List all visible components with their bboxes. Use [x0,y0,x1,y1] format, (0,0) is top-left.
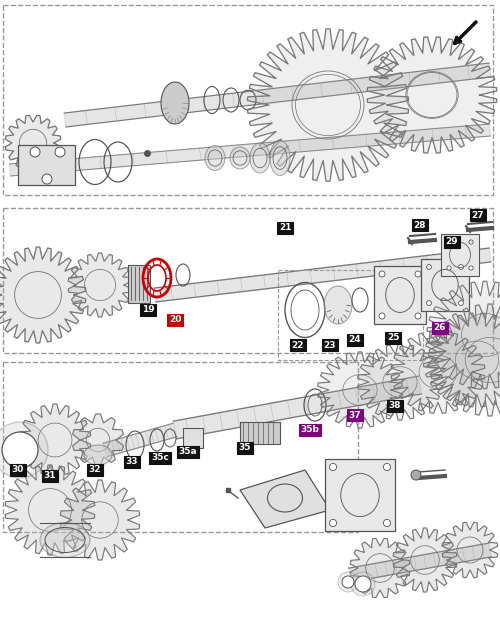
Circle shape [351,572,375,596]
Ellipse shape [205,146,225,170]
Text: 22: 22 [292,341,304,349]
Polygon shape [68,253,132,317]
Circle shape [0,422,48,478]
Polygon shape [18,145,75,185]
Circle shape [30,147,40,157]
Text: 38: 38 [389,402,401,410]
Text: 35a: 35a [178,447,198,457]
Text: 35: 35 [239,444,252,452]
FancyBboxPatch shape [374,266,426,324]
FancyBboxPatch shape [128,265,150,303]
Polygon shape [103,423,177,457]
Text: 32: 32 [89,465,101,474]
Polygon shape [248,29,408,181]
Text: 33: 33 [126,457,138,466]
Text: 35c: 35c [151,453,169,463]
Circle shape [415,271,421,277]
Circle shape [2,432,38,468]
Polygon shape [350,538,410,598]
Circle shape [458,300,464,305]
FancyBboxPatch shape [183,428,203,448]
Polygon shape [5,465,95,555]
Text: 30: 30 [12,465,24,474]
Circle shape [379,313,385,319]
Text: 19: 19 [142,305,154,315]
Text: 35b: 35b [300,426,320,434]
Circle shape [330,520,336,526]
Polygon shape [64,63,491,127]
Polygon shape [428,304,500,416]
Polygon shape [391,331,485,413]
Circle shape [458,265,464,270]
Circle shape [426,265,432,270]
Ellipse shape [161,82,189,124]
Text: 29: 29 [446,238,458,247]
Polygon shape [20,404,90,476]
Polygon shape [318,352,402,428]
Ellipse shape [84,445,112,465]
Ellipse shape [250,143,270,173]
Circle shape [55,147,65,157]
Polygon shape [424,313,500,407]
FancyBboxPatch shape [421,259,469,311]
Ellipse shape [324,286,352,324]
Polygon shape [427,281,500,389]
Circle shape [469,240,473,244]
Polygon shape [174,376,422,439]
Circle shape [426,300,432,305]
Text: 31: 31 [44,471,56,481]
Polygon shape [0,247,86,343]
Circle shape [447,266,451,270]
Text: 26: 26 [434,323,446,333]
FancyBboxPatch shape [441,234,479,276]
Circle shape [384,520,390,526]
Text: 27: 27 [472,210,484,220]
Polygon shape [72,414,124,466]
Polygon shape [349,543,491,582]
Polygon shape [358,344,442,420]
Circle shape [384,463,390,471]
Polygon shape [367,37,497,153]
Ellipse shape [230,147,250,169]
Text: 23: 23 [324,341,336,349]
Circle shape [42,174,52,184]
Circle shape [379,271,385,277]
Polygon shape [393,528,457,592]
Text: 24: 24 [348,336,362,344]
Circle shape [355,576,371,592]
Circle shape [342,576,354,588]
Text: 20: 20 [169,315,181,325]
Circle shape [447,240,451,244]
Text: 28: 28 [414,220,426,230]
Circle shape [411,470,421,480]
Polygon shape [154,248,491,302]
Polygon shape [10,124,490,176]
Circle shape [338,572,358,592]
Circle shape [330,463,336,471]
FancyBboxPatch shape [240,422,280,444]
Text: 37: 37 [348,410,362,420]
Text: 21: 21 [279,223,291,233]
Ellipse shape [270,141,290,175]
Circle shape [415,313,421,319]
FancyBboxPatch shape [325,459,395,531]
Polygon shape [240,470,330,528]
Text: 25: 25 [387,334,399,342]
Ellipse shape [40,523,90,558]
Polygon shape [6,115,60,171]
Polygon shape [442,522,498,578]
Circle shape [469,266,473,270]
Polygon shape [60,480,140,560]
